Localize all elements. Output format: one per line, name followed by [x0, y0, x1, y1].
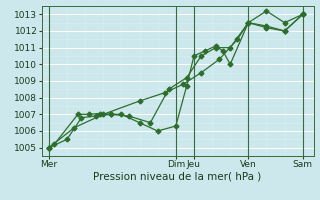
- X-axis label: Pression niveau de la mer( hPa ): Pression niveau de la mer( hPa ): [93, 172, 262, 182]
